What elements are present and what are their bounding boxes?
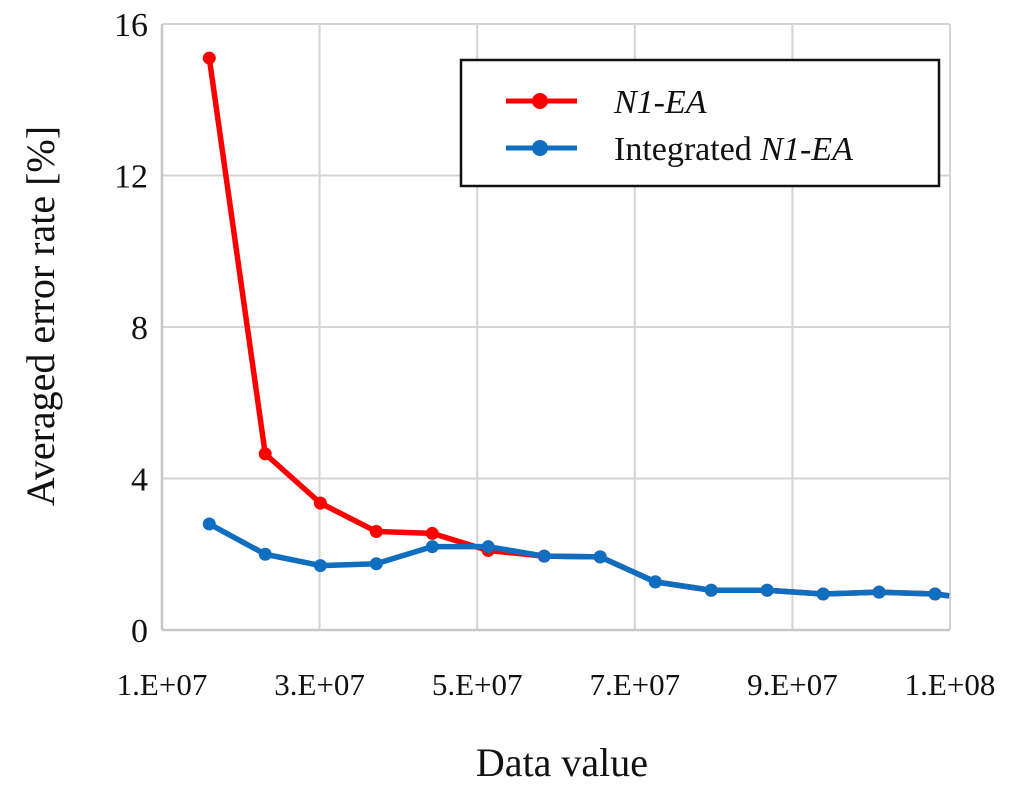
data-point xyxy=(425,540,439,554)
legend-item: N1-EA xyxy=(506,84,707,121)
series-integrated-n1-ea xyxy=(202,517,950,601)
y-tick-label: 4 xyxy=(131,462,148,499)
x-tick-label: 7.E+07 xyxy=(589,667,680,702)
data-point xyxy=(872,585,886,599)
x-tick-label: 9.E+07 xyxy=(747,667,838,702)
data-point xyxy=(816,587,830,601)
legend-label: Integrated N1-EA xyxy=(614,131,853,168)
tick-labels: 0 4 8 12 16 1.E+07 3.E+07 5.E+07 7.E+07 9.E+07 1.E… xyxy=(114,7,995,702)
data-point xyxy=(481,540,495,554)
data-point xyxy=(593,550,607,564)
data-point xyxy=(202,517,216,531)
data-point xyxy=(369,525,383,539)
legend-box xyxy=(459,58,941,188)
data-point xyxy=(369,557,383,571)
data-point xyxy=(202,51,216,65)
data-point xyxy=(928,587,942,601)
y-tick-label: 12 xyxy=(114,159,148,196)
data-point xyxy=(258,547,272,561)
y-tick-label: 8 xyxy=(131,310,148,347)
data-point xyxy=(537,549,551,563)
data-point xyxy=(258,447,272,461)
x-tick-label: 1.E+08 xyxy=(905,667,996,702)
data-point xyxy=(425,526,439,540)
y-tick-label: 0 xyxy=(131,613,148,650)
x-axis-title: Data value xyxy=(476,740,648,785)
data-point xyxy=(313,559,327,573)
data-point xyxy=(313,496,327,510)
x-tick-label: 1.E+07 xyxy=(117,667,208,702)
legend-label: N1-EA xyxy=(613,84,707,121)
legend-item: Integrated N1-EA xyxy=(506,131,853,168)
x-tick-label: 5.E+07 xyxy=(432,667,523,702)
legend-marker-swatch xyxy=(532,93,548,109)
axes xyxy=(160,24,950,632)
x-tick-label: 3.E+07 xyxy=(274,667,365,702)
data-point xyxy=(704,583,718,597)
series xyxy=(202,51,950,601)
data-point xyxy=(760,583,774,597)
y-tick-label: 16 xyxy=(114,7,148,44)
y-axis-title: Averaged error rate [%] xyxy=(18,126,63,506)
legend: N1-EA Integrated N1-EA xyxy=(459,58,941,188)
legend-marker-swatch xyxy=(532,140,548,156)
data-point xyxy=(648,575,662,589)
